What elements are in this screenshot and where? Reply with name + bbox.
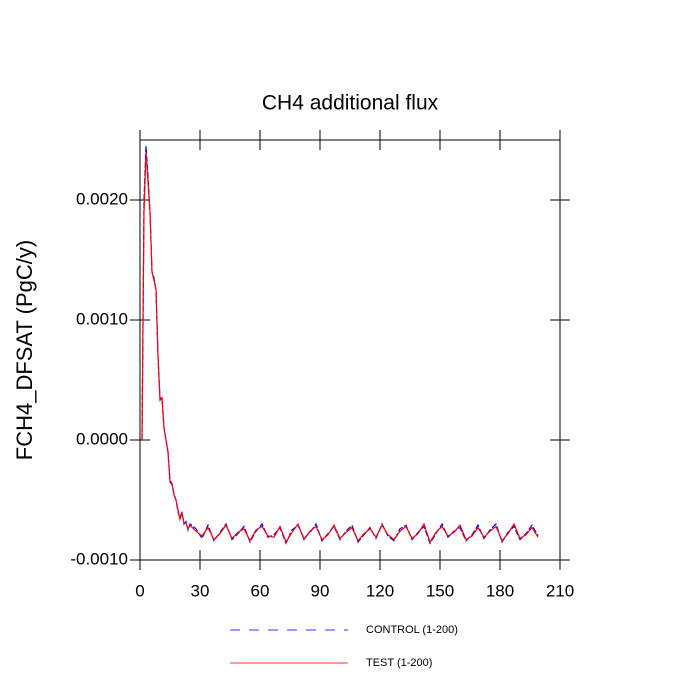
- legend-label: TEST (1-200): [366, 657, 432, 669]
- y-tick-label: 0.0010: [76, 309, 128, 328]
- x-tick-label: 60: [251, 581, 270, 600]
- y-tick-label: 0.0020: [76, 189, 128, 208]
- series-line: [141, 151, 539, 544]
- y-tick-label: -0.0010: [70, 549, 128, 568]
- series-line: [141, 145, 539, 545]
- chart-title: CH4 additional flux: [262, 92, 439, 115]
- y-tick-label: 0.0000: [76, 429, 128, 448]
- x-tick-label: 30: [191, 581, 210, 600]
- x-tick-label: 120: [366, 581, 394, 600]
- x-tick-label: 0: [135, 581, 144, 600]
- plot-frame: [139, 139, 561, 561]
- x-tick-label: 210: [546, 581, 574, 600]
- x-tick-label: 150: [426, 581, 454, 600]
- x-tick-label: 180: [486, 581, 514, 600]
- legend-label: CONTROL (1-200): [366, 624, 458, 636]
- x-tick-label: 90: [311, 581, 330, 600]
- y-axis-label: FCH4_DFSAT (PgC/y): [12, 240, 37, 460]
